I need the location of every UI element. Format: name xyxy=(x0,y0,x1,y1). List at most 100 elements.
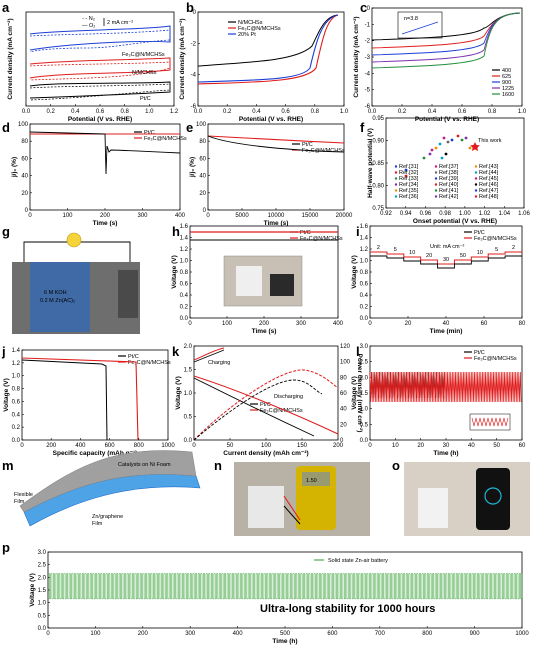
f-x-tick-label: 1.00 xyxy=(459,211,471,217)
j-fe3c-curve xyxy=(21,357,139,441)
f-legend-marker xyxy=(394,189,398,192)
b-x-tick-label: 0.2 xyxy=(223,109,232,115)
b-y-tick-label: -6 xyxy=(191,104,197,110)
m-panel-letter: m xyxy=(2,458,14,473)
l-y-tick-label: 3.0 xyxy=(360,344,369,350)
k-y2-tick-label: 100 xyxy=(340,360,351,366)
a-legend-entry: - - N₂ xyxy=(82,16,95,22)
d-legend-entry: Pt/C xyxy=(144,130,155,136)
l-y-tick-label: 1.5 xyxy=(360,391,369,397)
l-y-tick-label: 2.5 xyxy=(360,360,369,366)
k-fe3c-discharge xyxy=(193,375,339,435)
n-probe-black xyxy=(283,505,301,525)
i-y-tick-label: 1.0 xyxy=(360,259,369,265)
f-reference-point xyxy=(444,152,448,156)
f-x-axis-label: Onset potential (V vs. RHE) xyxy=(413,218,497,225)
b-y-tick-label: 0 xyxy=(193,10,197,16)
f-reference-point xyxy=(450,138,454,142)
f-legend-entry: Ref.[31] xyxy=(399,164,419,170)
g-bulb-icon xyxy=(66,232,82,248)
f-legend-marker xyxy=(434,177,438,180)
l-x-tick-label: 60 xyxy=(519,443,526,449)
f-legend-marker xyxy=(474,183,478,186)
j-x-tick-label: 1000 xyxy=(161,443,175,449)
a-nmchs-loop-n2 xyxy=(29,57,171,79)
p-panel-letter: p xyxy=(2,540,10,555)
j-ptc-curve xyxy=(21,359,108,441)
p-x-tick-label: 600 xyxy=(327,631,338,637)
l-y-tick-label: 2.0 xyxy=(360,375,369,381)
p-y-tick-label: 0.0 xyxy=(38,626,47,632)
i-x-tick-label: 20 xyxy=(405,321,412,327)
f-reference-point xyxy=(404,168,408,172)
c-y-axis-label: Current density (mA cm⁻²) xyxy=(353,16,360,97)
p-y-tick-label: 0.5 xyxy=(38,613,47,619)
h-panel-letter: h xyxy=(172,224,180,239)
a-x-tick-label: 0.8 xyxy=(120,109,129,115)
a-series-label-ptc: Pt/C xyxy=(140,96,151,102)
d-x-tick-label: 0 xyxy=(28,213,32,219)
f-legend-entry: Ref.[42] xyxy=(439,194,459,200)
k-y-tick-label: 1.5 xyxy=(184,368,193,374)
d-x-tick-label: 300 xyxy=(137,213,148,219)
c-legend-entry: 900 xyxy=(502,80,511,86)
c-y-tick-label: -1 xyxy=(365,22,371,28)
f-reference-point xyxy=(460,138,464,142)
f-panel-letter: f xyxy=(360,120,365,135)
f-legend-entry: Ref.[39] xyxy=(439,176,459,182)
h-y-axis-label: Voltage (V) xyxy=(171,255,178,288)
i-legend-entry: Pt/C xyxy=(474,230,485,236)
i-y-tick-label: 0.4 xyxy=(360,293,369,299)
i-x-axis-label: Time (min) xyxy=(430,328,463,335)
i-x-tick-label: 40 xyxy=(443,321,450,327)
b-pt-curve xyxy=(197,14,339,83)
k-fe3c-power xyxy=(193,369,339,441)
a-x-tick-label: 0.4 xyxy=(71,109,80,115)
p-x-tick-label: 300 xyxy=(185,631,196,637)
f-legend-entry: Ref.[43] xyxy=(479,164,499,170)
b-legend-entry: 20% Pt xyxy=(238,32,256,38)
l-legend-entry: Pt/C xyxy=(474,350,485,356)
e-x-tick-label: 0 xyxy=(206,213,210,219)
l-x-axis-label: Time (h) xyxy=(433,450,458,457)
a-legend-entry: — O₂ xyxy=(82,23,95,29)
h-legend-entry: Pt/C xyxy=(300,230,311,236)
g-electrolyte xyxy=(30,262,90,332)
e-panel-letter: e xyxy=(186,120,193,135)
i-step-label: 20 xyxy=(426,253,432,259)
g-air-cathode xyxy=(118,270,138,318)
a-ptc-loop-n2 xyxy=(29,81,171,99)
i-y-tick-label: 1.6 xyxy=(360,224,369,230)
b-x-axis-label: Potential (V vs. RHE) xyxy=(239,116,303,123)
j-y-tick-label: 0.2 xyxy=(12,425,21,431)
k-y2-tick-label: 60 xyxy=(340,391,347,397)
e-y-tick-label: 20 xyxy=(199,191,206,197)
h-photo-meter xyxy=(270,274,294,296)
b-x-tick-label: 0.8 xyxy=(311,109,320,115)
h-photo-cell xyxy=(236,266,262,296)
l-fe3c-cycles xyxy=(369,371,522,403)
k-y-tick-label: 0.0 xyxy=(184,438,193,444)
h-y-tick-label: 0.8 xyxy=(180,270,189,276)
h-x-axis-label: Time (s) xyxy=(252,328,277,335)
f-reference-point xyxy=(446,140,450,144)
d-x-axis-label: Time (s) xyxy=(93,220,118,227)
d-ptc-curve xyxy=(29,131,181,175)
h-y-tick-label: 1.2 xyxy=(180,247,189,253)
f-x-tick-label: 0.98 xyxy=(439,211,451,217)
i-step-label: 2 xyxy=(377,245,380,251)
j-y-tick-label: 1.2 xyxy=(12,361,21,367)
k-x-tick-label: 100 xyxy=(261,443,272,449)
p-y-tick-label: 2.0 xyxy=(38,575,47,581)
k-legend-entry: Pt/C xyxy=(260,402,271,408)
d-x-tick-label: 200 xyxy=(100,213,111,219)
p-legend-entry: Solid state Zn-air battery xyxy=(328,558,388,564)
f-x-tick-label: 0.94 xyxy=(400,211,412,217)
n-panel-letter: n xyxy=(214,458,222,473)
f-legend-marker xyxy=(434,165,438,168)
h-y-tick-label: 1.6 xyxy=(180,224,189,230)
m-catalyst-layer xyxy=(19,450,197,513)
b-nmchs-curve xyxy=(197,14,339,67)
g-electrolyte-label: 0.2 M Zn(AC)₂ xyxy=(40,298,75,304)
a-x-tick-label: 0.0 xyxy=(22,109,31,115)
